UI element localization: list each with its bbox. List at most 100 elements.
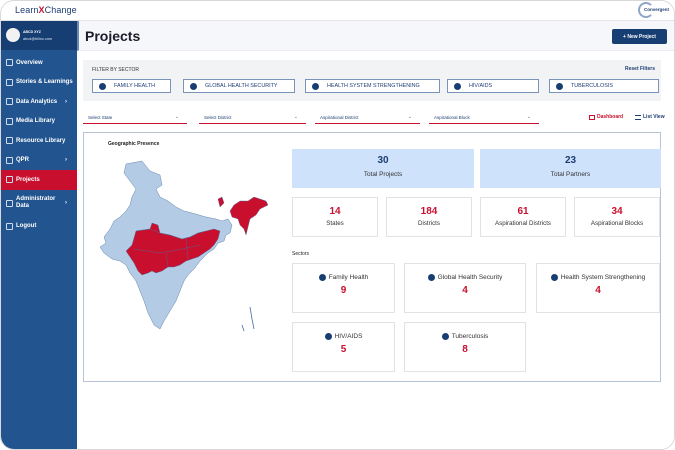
- sector-card-hiv-aids[interactable]: HIV/AIDS 5: [292, 322, 395, 372]
- sidebar-item-label: Stories & Learnings: [16, 79, 73, 86]
- select-state-dropdown[interactable]: Select State ⌄: [83, 112, 187, 124]
- aspirational-blocks-card[interactable]: 34 Aspirational Blocks: [574, 197, 660, 237]
- states-label: States: [326, 220, 344, 227]
- sectors-title: Sectors: [292, 251, 309, 257]
- sidebar-item-label: Projects: [16, 176, 40, 183]
- total-partners-value: 23: [564, 155, 577, 166]
- sector-value: 9: [340, 285, 347, 296]
- select-aspirational-district-label: Aspirational District: [320, 115, 359, 120]
- india-map[interactable]: [90, 149, 280, 349]
- hiv-aids-icon: [324, 333, 332, 340]
- states-card[interactable]: 14 States: [292, 197, 378, 237]
- projects-icon: [6, 176, 13, 184]
- filter-chip-health-system-strengthening[interactable]: HEALTH SYSTEM STRENGTHENING: [305, 79, 440, 93]
- sidebar-item-label: Overview: [16, 59, 43, 66]
- filter-chip-family-health[interactable]: FAMILY HEALTH: [92, 79, 171, 93]
- health-system-icon: [312, 82, 319, 90]
- dashboard-panel: Geographic Presence 30 Total Projects 23…: [83, 132, 661, 382]
- filter-chip-tuberculosis[interactable]: TUBERCULOSIS: [549, 79, 659, 93]
- sidebar-item-overview[interactable]: Overview: [1, 53, 77, 73]
- aspirational-districts-value: 61: [517, 206, 529, 217]
- select-district-label: Select District: [204, 115, 232, 120]
- chevron-down-icon: ⌄: [174, 114, 179, 120]
- total-projects-value: 30: [377, 155, 389, 166]
- select-aspirational-block-dropdown[interactable]: Aspirational Block ⌄: [429, 112, 539, 124]
- dashboard-view-toggle[interactable]: Dashboard: [589, 114, 623, 120]
- select-district-dropdown[interactable]: Select District ⌄: [199, 112, 306, 124]
- filter-chip-hiv-aids[interactable]: HIV/AIDS: [447, 79, 539, 93]
- new-project-button[interactable]: + New Project: [612, 29, 667, 44]
- chevron-right-icon: ›: [65, 98, 67, 105]
- partner-logo-text: Convergent: [644, 7, 670, 12]
- logout-icon: [6, 222, 13, 230]
- sidebar-item-data-analytics[interactable]: Data Analytics ›: [1, 92, 77, 112]
- user-name: ABCD XYZ: [23, 30, 41, 34]
- page-header: Projects + New Project: [77, 21, 674, 51]
- sector-label: Family Health: [328, 274, 369, 281]
- sidebar-item-resource-library[interactable]: Resource Library: [1, 131, 77, 151]
- sector-label: Health System Strengthening: [560, 274, 646, 281]
- dashboard-label: Dashboard: [597, 114, 624, 120]
- filter-chip-global-health-security[interactable]: GLOBAL HEALTH SECURITY: [183, 79, 295, 93]
- chip-label: GLOBAL HEALTH SECURITY: [205, 83, 278, 89]
- total-projects-card[interactable]: 30 Total Projects: [292, 149, 474, 188]
- partner-logo-ring-icon: [638, 2, 654, 18]
- total-partners-label: Total Partners: [550, 171, 591, 178]
- page-title: Projects: [85, 28, 141, 44]
- sector-label: Tuberculosis: [451, 333, 489, 340]
- chevron-down-icon: ⌄: [526, 114, 531, 120]
- family-health-icon: [318, 274, 326, 281]
- districts-label: Districts: [418, 220, 440, 227]
- sector-label: HIV/AIDS: [334, 333, 363, 340]
- chip-label: TUBERCULOSIS: [571, 83, 613, 89]
- aspirational-districts-label: Aspirational Districts: [494, 220, 552, 227]
- total-partners-card[interactable]: 23 Total Partners: [480, 149, 661, 188]
- aspirational-blocks-value: 34: [611, 206, 623, 217]
- sidebar-item-label: Administrator Data: [16, 195, 56, 210]
- resource-icon: [6, 137, 13, 145]
- sidebar: ABCD XYZ abcd@trilinc.com Overview Stori…: [1, 21, 77, 449]
- family-health-icon: [99, 82, 106, 90]
- states-value: 14: [329, 206, 341, 217]
- brand-prefix: Learn: [15, 5, 39, 15]
- sector-value: 4: [462, 285, 468, 296]
- sidebar-item-administrator-data[interactable]: Administrator Data ›: [1, 190, 77, 217]
- sector-value: 4: [595, 285, 601, 296]
- user-email: abcd@trilinc.com: [23, 37, 53, 41]
- sector-card-health-system-strengthening[interactable]: Health System Strengthening 4: [536, 263, 660, 313]
- brand-logo[interactable]: LearnXChange: [15, 5, 77, 15]
- list-icon: [635, 114, 641, 120]
- health-system-icon: [550, 274, 558, 281]
- chevron-right-icon: ›: [65, 200, 67, 206]
- avatar: [6, 28, 20, 42]
- sidebar-item-logout[interactable]: Logout: [1, 217, 77, 237]
- user-profile[interactable]: ABCD XYZ abcd@trilinc.com: [1, 21, 77, 50]
- sector-card-family-health[interactable]: Family Health 9: [292, 263, 395, 313]
- list-view-label: List View: [643, 114, 665, 120]
- geographic-presence-title: Geographic Presence: [108, 141, 160, 147]
- districts-card[interactable]: 184 Districts: [386, 197, 472, 237]
- sector-value: 5: [340, 344, 347, 355]
- reset-filters-link[interactable]: Reset Filters: [624, 66, 655, 72]
- sector-card-global-health-security[interactable]: Global Health Security 4: [404, 263, 526, 313]
- filter-title: FILTER BY SECTOR: [92, 67, 139, 73]
- districts-value: 184: [420, 206, 438, 217]
- partner-logo: Convergent: [638, 2, 669, 20]
- tuberculosis-icon: [441, 333, 449, 340]
- global-health-security-icon: [190, 82, 197, 90]
- sidebar-item-media-library[interactable]: Media Library: [1, 112, 77, 132]
- aspirational-blocks-label: Aspirational Blocks: [590, 220, 644, 227]
- sidebar-item-stories-learnings[interactable]: Stories & Learnings: [1, 73, 77, 93]
- sidebar-item-qpr[interactable]: QPR ›: [1, 151, 77, 171]
- select-aspirational-district-dropdown[interactable]: Aspirational District ⌄: [315, 112, 420, 124]
- sector-card-tuberculosis[interactable]: Tuberculosis 8: [404, 322, 526, 372]
- chip-label: HIV/AIDS: [469, 83, 493, 89]
- sidebar-item-projects[interactable]: Projects: [1, 170, 77, 190]
- aspirational-districts-card[interactable]: 61 Aspirational Districts: [480, 197, 566, 237]
- sector-filter-panel: FILTER BY SECTOR Reset Filters FAMILY HE…: [83, 60, 661, 101]
- qpr-icon: [6, 156, 13, 164]
- select-state-label: Select State: [88, 115, 113, 120]
- brand-suffix: Change: [44, 5, 77, 15]
- list-view-toggle[interactable]: List View: [635, 114, 665, 120]
